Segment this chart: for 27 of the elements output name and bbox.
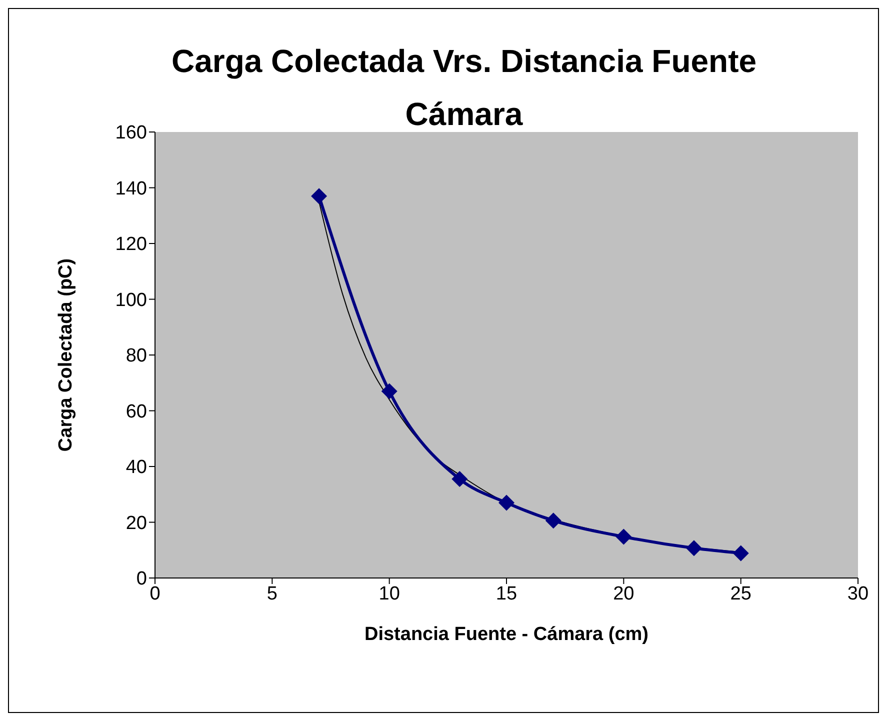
point — [616, 528, 632, 545]
point — [452, 471, 468, 488]
point — [311, 188, 328, 204]
y-tick-label: 100 — [115, 290, 147, 311]
chart-title: Carga Colectada Vrs. Distancia Fuente Cámara — [170, 42, 758, 134]
x-axis-title: Distancia Fuente - Cámara (cm) — [364, 624, 649, 645]
point — [545, 512, 562, 529]
y-axis-title: Carga Colectada (pC) — [56, 258, 77, 452]
x-tick-label: 20 — [613, 583, 634, 604]
x-tick-label: 25 — [730, 583, 752, 604]
point — [381, 383, 398, 400]
x-tick-label: 10 — [378, 583, 400, 604]
point — [686, 540, 702, 556]
y-tick-label: 60 — [126, 401, 147, 422]
point — [498, 494, 514, 511]
point — [732, 545, 749, 562]
y-tick-label: 20 — [126, 512, 147, 534]
x-tick-label: 15 — [496, 583, 518, 604]
y-tick-label: 80 — [126, 346, 147, 367]
y-tick-label: 120 — [115, 234, 147, 256]
y-tick-label: 0 — [136, 568, 147, 590]
x-tick-label: 30 — [847, 583, 869, 604]
x-tick-label: 0 — [150, 583, 160, 604]
x-tick-label: 5 — [266, 583, 278, 604]
y-tick-label: 40 — [126, 457, 147, 478]
y-tick-label: 160 — [115, 122, 147, 144]
y-tick-label: 140 — [115, 178, 147, 200]
